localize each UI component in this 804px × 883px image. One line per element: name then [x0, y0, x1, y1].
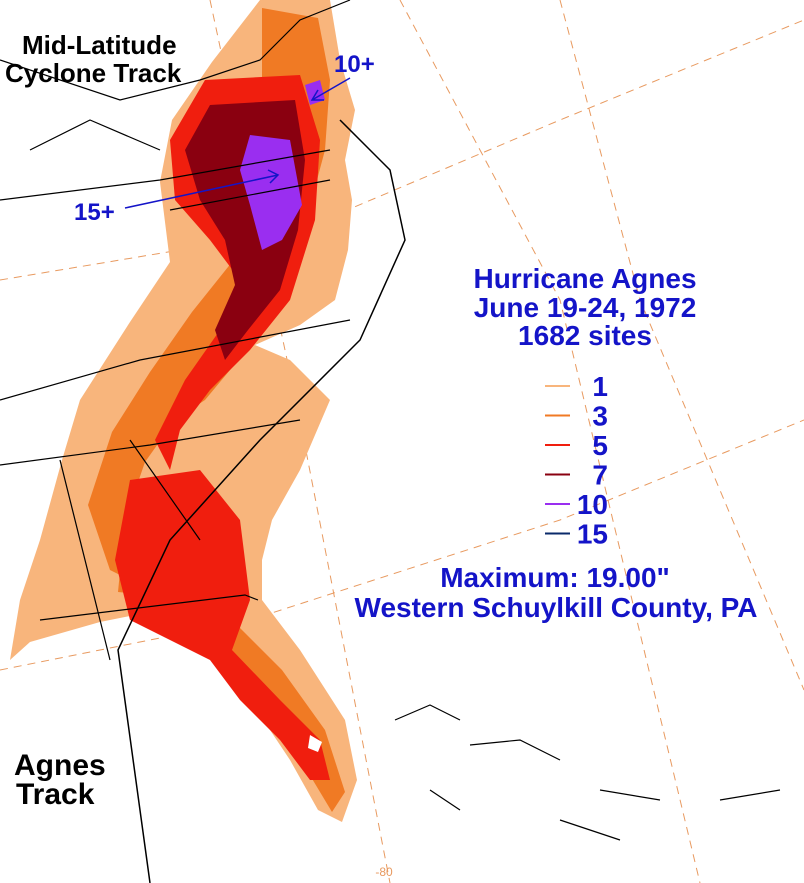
- legend-label: 10: [577, 489, 608, 520]
- arrows: [124, 77, 351, 209]
- agnes-label: Track: [16, 778, 95, 811]
- agnes-label: Agnes: [14, 749, 106, 782]
- location: Western Schuylkill County, PA: [355, 592, 758, 623]
- arrow-label: 15+: [74, 199, 115, 226]
- title: 1682 sites: [518, 320, 652, 351]
- cyclone-label: Cyclone Track: [5, 58, 182, 88]
- legend-label: 3: [592, 401, 608, 432]
- cyclone-label: Mid-Latitude: [22, 30, 177, 60]
- title: Hurricane Agnes: [473, 263, 696, 294]
- legend-label: 15: [577, 519, 608, 550]
- arrow-label: 10+: [334, 51, 375, 78]
- legend-label: 7: [592, 460, 608, 491]
- maximum: Maximum: 19.00": [440, 562, 670, 593]
- agnes-track: [117, 119, 406, 883]
- legend-label: 1: [592, 371, 608, 402]
- longitude-label: -80: [375, 865, 393, 879]
- legend-label: 5: [592, 430, 608, 461]
- rainfall: [10, 0, 357, 822]
- boundaries: [0, 0, 781, 841]
- title: June 19-24, 1972: [474, 292, 697, 323]
